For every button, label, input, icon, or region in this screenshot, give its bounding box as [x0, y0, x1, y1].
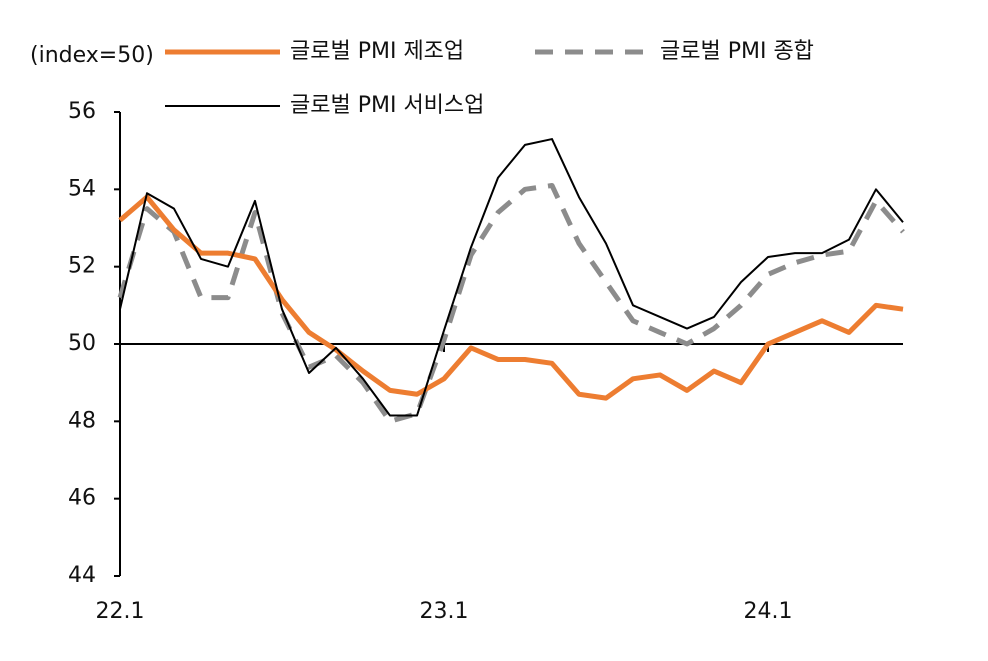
- x-tick-label: 23.1: [420, 599, 469, 624]
- y-tick-label: 52: [68, 254, 96, 279]
- x-tick-label: 24.1: [744, 599, 793, 624]
- y-tick-label: 56: [68, 99, 96, 124]
- y-tick-label: 50: [68, 331, 96, 356]
- y-tick-label: 48: [68, 408, 96, 433]
- series-line: [118, 194, 904, 401]
- x-tick-label: 22.1: [96, 599, 145, 624]
- y-tick-label: 46: [68, 486, 96, 511]
- y-tick-label: 54: [68, 176, 96, 201]
- y-axis-label: (index=50): [30, 43, 154, 68]
- y-tick-label: 44: [68, 563, 96, 588]
- series-line: [119, 138, 904, 417]
- legend-label: 글로벌 PMI 제조업: [290, 39, 464, 64]
- legend-label: 글로벌 PMI 서비스업: [290, 93, 484, 118]
- series-line: [117, 182, 905, 424]
- legend-label: 글로벌 PMI 종합: [660, 39, 814, 64]
